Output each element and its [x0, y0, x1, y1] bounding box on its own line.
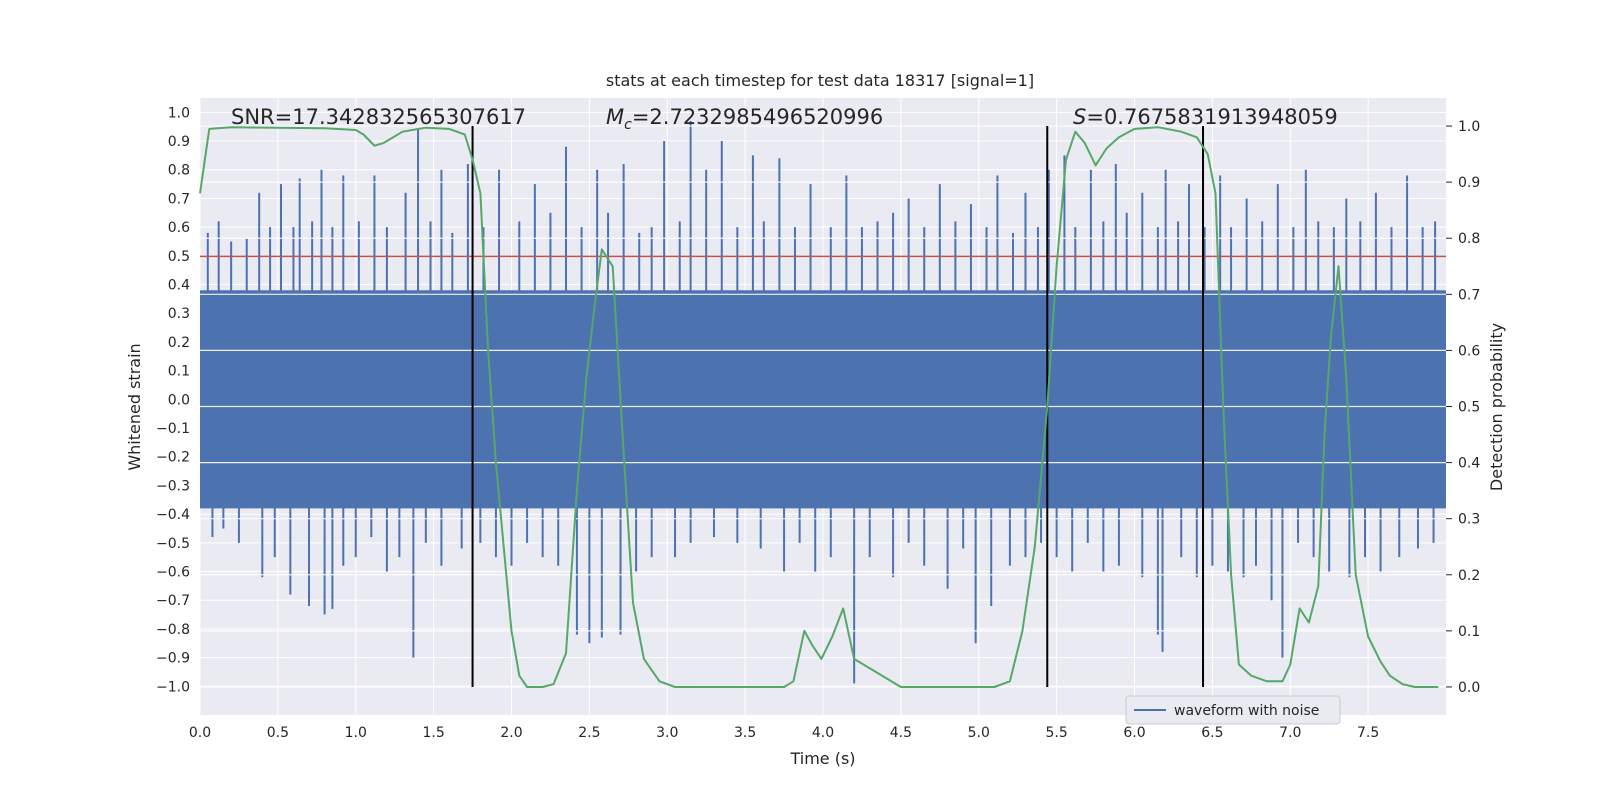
- x-tick-label: 0.5: [267, 725, 289, 741]
- y-left-tick-label: −0.7: [156, 593, 190, 609]
- score-value: =0.7675831913948059: [1086, 105, 1337, 129]
- y-left-tick-label: 0.1: [168, 364, 190, 380]
- x-tick-label: 3.0: [656, 725, 678, 741]
- x-tick-label: 4.5: [890, 725, 912, 741]
- y-right-tick-label: 0.9: [1458, 175, 1480, 191]
- x-tick-label: 6.5: [1201, 725, 1223, 741]
- y-left-tick-label: −0.1: [156, 421, 190, 437]
- y-right-tick-label: 1.0: [1458, 119, 1480, 135]
- y-left-tick-label: −0.2: [156, 450, 190, 466]
- y-right-tick-label: 0.1: [1458, 624, 1480, 640]
- y-left-tick-label: 0.0: [168, 392, 190, 408]
- y-right-tick-label: 0.6: [1458, 343, 1480, 359]
- y-left-tick-label: 0.3: [168, 306, 190, 322]
- x-tick-label: 2.5: [578, 725, 600, 741]
- legend: waveform with noise: [1125, 695, 1341, 725]
- y-left-tick-label: −0.9: [156, 651, 190, 667]
- right-axis-label: Detection probability: [1487, 323, 1506, 491]
- waveform-series: [200, 120, 1446, 688]
- x-tick-label: 1.0: [345, 725, 367, 741]
- y-left-tick-label: 0.8: [168, 163, 190, 179]
- waveform-core-band: [200, 290, 1446, 509]
- x-axis-label: Time (s): [789, 749, 855, 768]
- y-left-tick-label: −0.4: [156, 507, 190, 523]
- y-right-tick-label: 0.2: [1458, 568, 1480, 584]
- y-right-tick-label: 0.4: [1458, 456, 1480, 472]
- chirp-mass-symbol: M: [606, 105, 624, 129]
- y-left-tick-label: −0.5: [156, 536, 190, 552]
- y-right-tick-label: 0.8: [1458, 231, 1480, 247]
- chirp-mass-annotation: Mc=2.7232985496520996: [606, 105, 883, 133]
- y-right-tick-label: 0.3: [1458, 512, 1480, 528]
- left-axis-label: Whitened strain: [125, 343, 144, 470]
- y-left-tick-label: −1.0: [156, 679, 190, 695]
- score-annotation: S=0.7675831913948059: [1073, 105, 1338, 129]
- probability-series: [199, 126, 1439, 688]
- x-tick-label: 0.0: [189, 725, 211, 741]
- probability-line: [199, 126, 1439, 688]
- y-left-tick-label: 0.7: [168, 191, 190, 207]
- y-left-tick-label: −0.3: [156, 478, 190, 494]
- x-tick-label: 5.0: [968, 725, 990, 741]
- score-symbol: S: [1073, 105, 1086, 129]
- y-left-tick-label: 0.5: [168, 249, 190, 265]
- x-tick-label: 2.0: [500, 725, 522, 741]
- x-tick-label: 6.0: [1123, 725, 1145, 741]
- chirp-mass-subscript: c: [624, 117, 632, 133]
- x-tick-label: 5.5: [1045, 725, 1067, 741]
- x-tick-label: 3.5: [734, 725, 756, 741]
- legend-label: waveform with noise: [1174, 703, 1319, 719]
- chart-title: stats at each timestep for test data 183…: [606, 71, 1034, 90]
- x-tick-label: 4.0: [812, 725, 834, 741]
- right-axis-ticks: 1.0 0.9 0.8 0.7 0.6 0.5 0.4 0.3 0.2 0.1 0.0: [1446, 119, 1480, 696]
- y-left-tick-label: 0.2: [168, 335, 190, 351]
- x-tick-label: 7.5: [1357, 725, 1379, 741]
- y-left-tick-label: 0.9: [168, 134, 190, 150]
- y-left-tick-label: −0.8: [156, 622, 190, 638]
- legend-box: [1125, 695, 1341, 725]
- chirp-mass-value: =2.7232985496520996: [632, 105, 883, 129]
- x-tick-label: 1.5: [422, 725, 444, 741]
- y-left-tick-label: 0.4: [168, 278, 190, 294]
- y-left-tick-label: −0.6: [156, 565, 190, 581]
- y-left-tick-label: 1.0: [168, 105, 190, 121]
- y-right-tick-label: 0.5: [1458, 400, 1480, 416]
- y-right-tick-label: 0.0: [1458, 680, 1480, 696]
- x-tick-label: 7.0: [1279, 725, 1301, 741]
- snr-annotation: SNR=17.342832565307617: [231, 105, 526, 129]
- left-axis-ticks: 1.0 0.9 0.8 0.7 0.6 0.5 0.4 0.3 0.2 0.1 0.0 −0.1 −0.…: [156, 105, 190, 695]
- x-axis-ticks: 0.0 0.5 1.0 1.5 2.0 2.5 3.0 3.5 4.0 4.5 5.0 5.5 6.0 6…: [189, 725, 1379, 741]
- y-right-tick-label: 0.7: [1458, 287, 1480, 303]
- y-left-tick-label: 0.6: [168, 220, 190, 236]
